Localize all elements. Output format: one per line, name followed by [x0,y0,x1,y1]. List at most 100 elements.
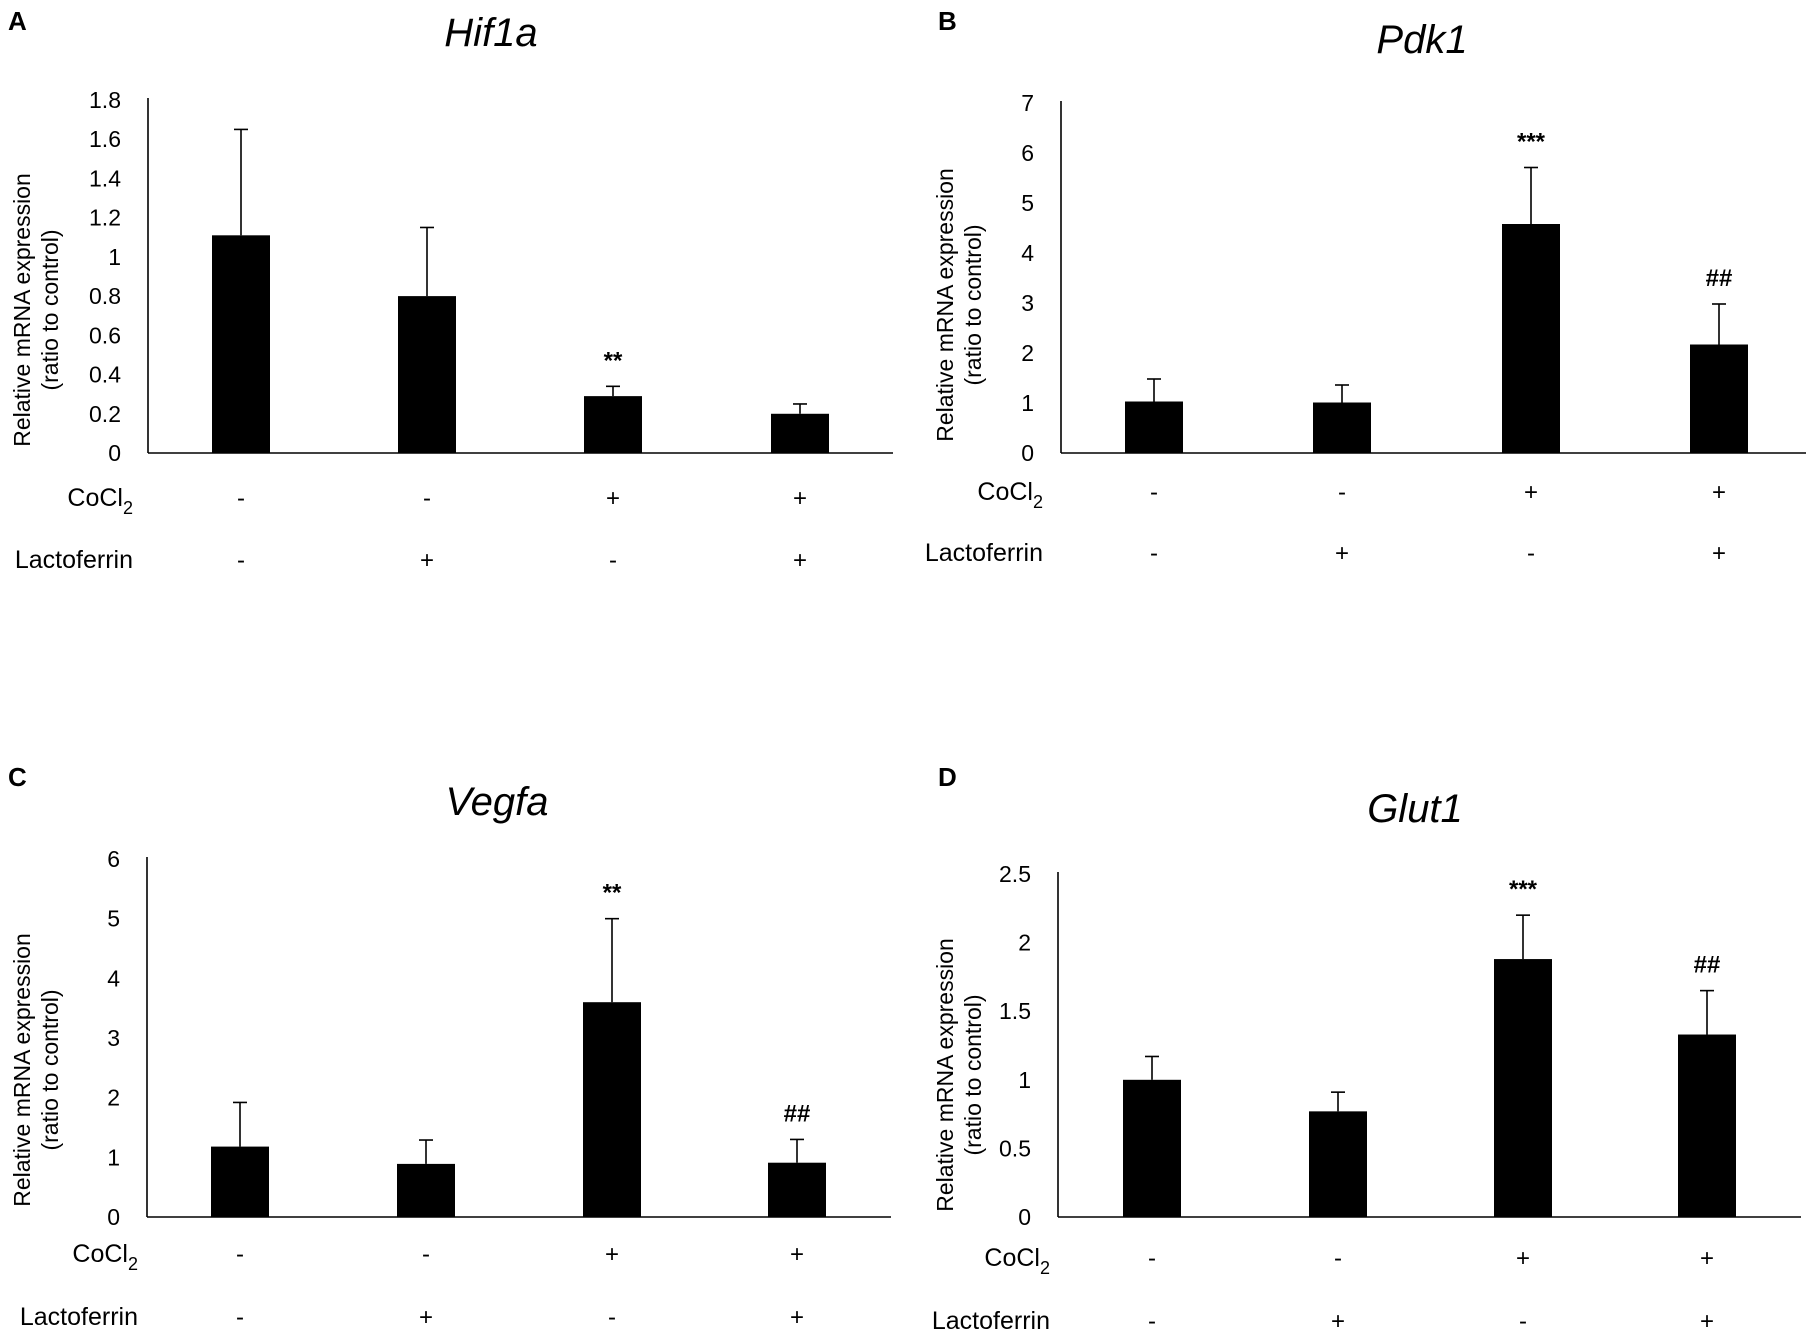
y-tick-label: 7 [1021,90,1034,116]
panel-letter: B [938,6,957,36]
condition-row-label: CoCl2 [67,484,133,518]
condition-row-label: CoCl2 [977,478,1043,512]
condition-symbol: - [1519,1308,1527,1335]
bar [397,1163,455,1217]
y-axis-label-line: Relative mRNA expression [9,933,35,1207]
chart-title: Glut1 [1367,787,1463,831]
panel-letter: D [938,762,957,792]
y-tick-label: 6 [107,846,120,872]
y-tick-label: 0.6 [89,322,121,348]
y-tick-label: 1.8 [89,87,121,113]
y-tick-label: 0 [107,1204,120,1230]
bar [1690,344,1748,453]
condition-row-label: Lactoferrin [932,1307,1050,1335]
bar [1678,1034,1736,1217]
bar [211,1146,269,1217]
y-tick-label: 1.5 [999,998,1031,1024]
condition-row-label-text: CoCl [984,1244,1040,1272]
condition-symbol: - [1150,540,1158,567]
y-axis-label: Relative mRNA expression (ratio to contro… [932,938,986,1212]
condition-symbol: + [793,485,807,512]
bar [1502,224,1560,453]
condition-symbol: - [1150,479,1158,506]
y-tick-label: 5 [1021,190,1034,216]
condition-symbol: + [606,485,620,512]
bar [771,413,829,453]
chart-title: Pdk1 [1376,18,1467,62]
y-axis-label-line: Relative mRNA expression [932,168,958,442]
y-axis-label-line: Relative mRNA expression [932,938,958,1212]
y-axis-label-line: Relative mRNA expression [9,173,35,447]
y-axis-label: Relative mRNA expression (ratio to contro… [9,173,63,447]
condition-symbol: + [790,1304,804,1331]
condition-symbol: + [1700,1245,1714,1272]
chart-title: Hif1a [444,11,537,55]
y-tick-label: 2 [1018,930,1031,956]
bar [768,1162,826,1217]
y-tick-label: 0 [1021,440,1034,466]
bar [1313,402,1371,453]
y-tick-label: 1 [1018,1067,1031,1093]
y-axis-label-line: (ratio to control) [37,229,63,390]
condition-row-label: CoCl2 [72,1240,138,1274]
condition-row-label: CoCl2 [984,1244,1050,1278]
condition-symbol: + [1524,479,1538,506]
y-tick-label: 2 [1021,340,1034,366]
significance-label: *** [1509,876,1538,903]
bar [1494,959,1552,1217]
significance-label: *** [1517,129,1546,156]
y-tick-label: 0.2 [89,401,121,427]
y-tick-label: 1 [107,1144,120,1170]
condition-symbol: + [1712,540,1726,567]
y-tick-label: 1 [108,244,121,270]
y-tick-label: 4 [107,965,120,991]
y-axis-label: Relative mRNA expression (ratio to contro… [932,168,986,442]
condition-symbol: - [1334,1245,1342,1272]
condition-symbol: - [608,1304,616,1331]
condition-symbol: + [1335,540,1349,567]
condition-symbol: - [1148,1245,1156,1272]
bar [212,235,270,453]
bar [1125,401,1183,453]
y-tick-label: 4 [1021,240,1034,266]
condition-symbol: + [1331,1308,1345,1335]
significance-label: ## [1694,952,1721,979]
condition-symbol: - [1527,540,1535,567]
y-tick-label: 2.5 [999,861,1031,887]
condition-symbol: + [1712,479,1726,506]
condition-row-label-text: CoCl [977,478,1033,506]
chart-title: Vegfa [445,780,548,824]
condition-row-label-subscript: 2 [123,498,133,518]
condition-row-label-subscript: 2 [1040,1258,1050,1278]
condition-row-label-subscript: 2 [1033,492,1043,512]
condition-symbol: + [419,1304,433,1331]
condition-symbol: + [605,1241,619,1268]
y-tick-label: 1 [1021,390,1034,416]
significance-label: ** [603,880,622,907]
y-axis-label-line: (ratio to control) [960,994,986,1155]
condition-row-label-text: CoCl [67,484,123,512]
y-tick-label: 0.8 [89,283,121,309]
significance-label: ** [604,347,623,374]
bar [583,1002,641,1217]
bar [398,296,456,453]
condition-symbol: - [237,485,245,512]
condition-symbol: - [1148,1308,1156,1335]
y-tick-label: 1.6 [89,126,121,152]
y-tick-label: 1.4 [89,165,121,191]
condition-symbol: + [1516,1245,1530,1272]
condition-row-label: Lactoferrin [925,539,1043,567]
panel-letter: C [8,762,27,792]
condition-symbol: + [420,547,434,574]
condition-symbol: - [422,1241,430,1268]
y-axis-label-line: (ratio to control) [960,224,986,385]
y-tick-label: 5 [107,906,120,932]
y-tick-label: 6 [1021,140,1034,166]
condition-row-label: Lactoferrin [15,546,133,574]
y-tick-label: 0 [108,440,121,466]
y-tick-label: 2 [107,1085,120,1111]
panel-letter: A [8,6,27,36]
chart-panel-b: B Pdk1 Relative mRNA expression (ratio to c… [925,6,1806,567]
significance-label: ## [1706,265,1733,292]
